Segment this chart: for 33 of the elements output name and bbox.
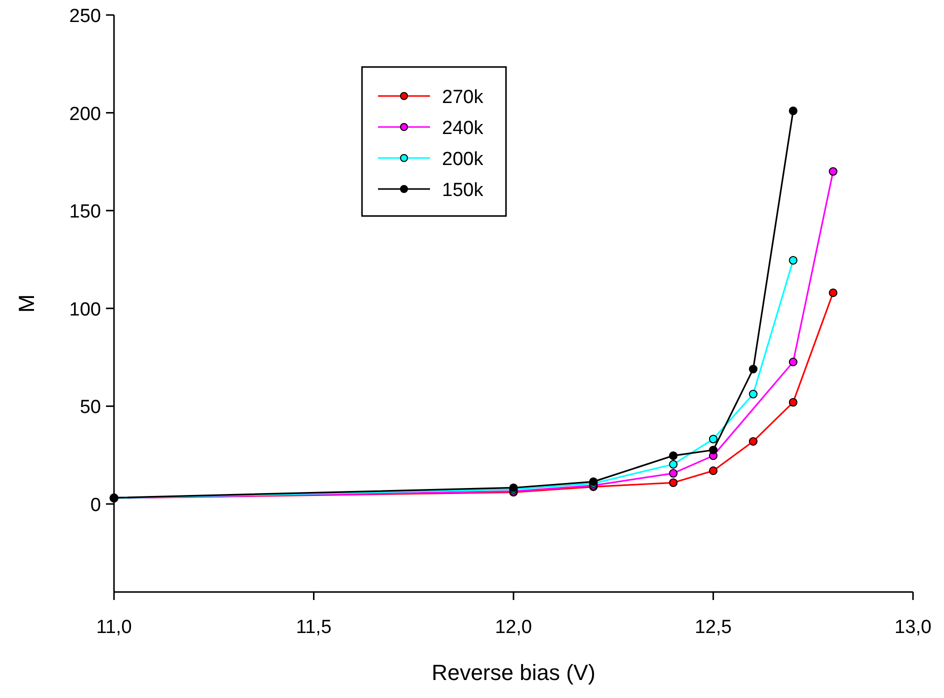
y-tick-label: 250 [69, 6, 101, 27]
x-tick-label: 12,0 [495, 617, 532, 638]
point [828, 167, 838, 176]
point [828, 288, 838, 298]
point [788, 358, 798, 366]
point [788, 106, 798, 116]
legend-label: 200k [442, 149, 484, 170]
point [708, 446, 718, 454]
x-tick-label: 11,0 [96, 617, 132, 638]
point [669, 451, 678, 460]
x-tick-label: 13,0 [894, 617, 932, 638]
point [708, 466, 718, 476]
x-tick-label: 11,5 [296, 617, 332, 638]
point [748, 437, 758, 446]
y-axis-title: M [14, 294, 39, 313]
point [669, 460, 678, 469]
point [748, 364, 758, 374]
point [748, 390, 758, 398]
y-tick-label: 150 [69, 202, 101, 223]
x-axis-title: Reverse bias (V) [432, 660, 596, 685]
legend-label: 150k [442, 180, 484, 201]
x-tick-label: 12,5 [694, 617, 732, 638]
point [708, 434, 718, 444]
point [669, 468, 678, 478]
point [788, 398, 798, 407]
legend-label: 240k [442, 118, 484, 139]
y-tick-label: 100 [69, 299, 101, 320]
y-tick-label: 0 [90, 494, 101, 516]
y-tick-label: 200 [69, 104, 101, 125]
legend-label: 270k [442, 87, 484, 108]
point [669, 478, 678, 487]
point [788, 256, 798, 265]
y-tick-label: 50 [80, 397, 101, 418]
